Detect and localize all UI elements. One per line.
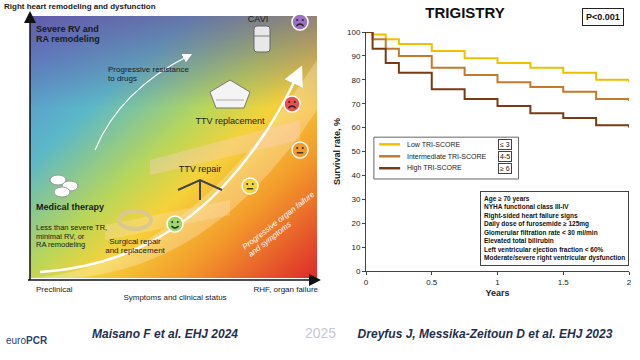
svg-text:RHF, organ failure: RHF, organ failure bbox=[254, 285, 319, 294]
svg-text:80: 80 bbox=[351, 76, 360, 85]
svg-text:90: 90 bbox=[351, 52, 360, 61]
svg-text:TTV replacement: TTV replacement bbox=[195, 116, 265, 126]
svg-text:70: 70 bbox=[351, 100, 360, 109]
svg-text:10: 10 bbox=[351, 243, 360, 252]
svg-text:Less than severe TR,minimal RV: Less than severe TR,minimal RV, orRA rem… bbox=[36, 223, 107, 249]
svg-text:40: 40 bbox=[351, 171, 360, 180]
svg-text:Low TRI-SCORE: Low TRI-SCORE bbox=[407, 141, 460, 148]
svg-text:100: 100 bbox=[347, 28, 361, 37]
svg-text:≥ 6: ≥ 6 bbox=[500, 165, 510, 172]
svg-text:0: 0 bbox=[356, 267, 361, 276]
svg-text:1.5: 1.5 bbox=[558, 278, 570, 287]
svg-text:Survival rate, %: Survival rate, % bbox=[332, 118, 342, 185]
svg-text:Age ≥ 70 yearsNYHA functional: Age ≥ 70 yearsNYHA functional class III-… bbox=[484, 195, 625, 262]
svg-text:2: 2 bbox=[627, 278, 632, 287]
svg-text:High TRI-SCORE: High TRI-SCORE bbox=[407, 164, 462, 172]
svg-text:20: 20 bbox=[351, 219, 360, 228]
svg-text:Medical therapy: Medical therapy bbox=[36, 202, 104, 212]
svg-text:1: 1 bbox=[495, 278, 500, 287]
svg-text:Intermediate TRI-SCORE: Intermediate TRI-SCORE bbox=[407, 153, 487, 160]
svg-text:50: 50 bbox=[351, 147, 360, 156]
svg-text:30: 30 bbox=[351, 195, 360, 204]
svg-text:0.5: 0.5 bbox=[426, 278, 438, 287]
svg-text:Severe RV andRA remodeling: Severe RV andRA remodeling bbox=[36, 24, 100, 44]
svg-text:Years: Years bbox=[485, 288, 509, 298]
svg-text:Surgical repairand replacement: Surgical repairand replacement bbox=[105, 237, 165, 255]
svg-text:Symptoms and clinical status: Symptoms and clinical status bbox=[123, 293, 226, 302]
svg-text:Progressive organ failureand s: Progressive organ failureand symptoms bbox=[241, 189, 323, 258]
svg-text:≤ 3: ≤ 3 bbox=[500, 141, 510, 148]
svg-text:Progressive resistanceto drugs: Progressive resistanceto drugs bbox=[108, 65, 189, 83]
svg-text:TTV repair: TTV repair bbox=[179, 164, 222, 174]
svg-text:60: 60 bbox=[351, 123, 360, 132]
svg-text:0: 0 bbox=[364, 278, 369, 287]
svg-text:Preclinical: Preclinical bbox=[36, 285, 73, 294]
svg-text:Right heart remodeling and dys: Right heart remodeling and dysfunction bbox=[4, 2, 156, 11]
svg-text:P<0.001: P<0.001 bbox=[586, 12, 620, 22]
svg-text:4-5: 4-5 bbox=[500, 153, 510, 160]
svg-text:TRIGISTRY: TRIGISTRY bbox=[425, 4, 504, 21]
svg-text:CAVI: CAVI bbox=[248, 14, 268, 24]
